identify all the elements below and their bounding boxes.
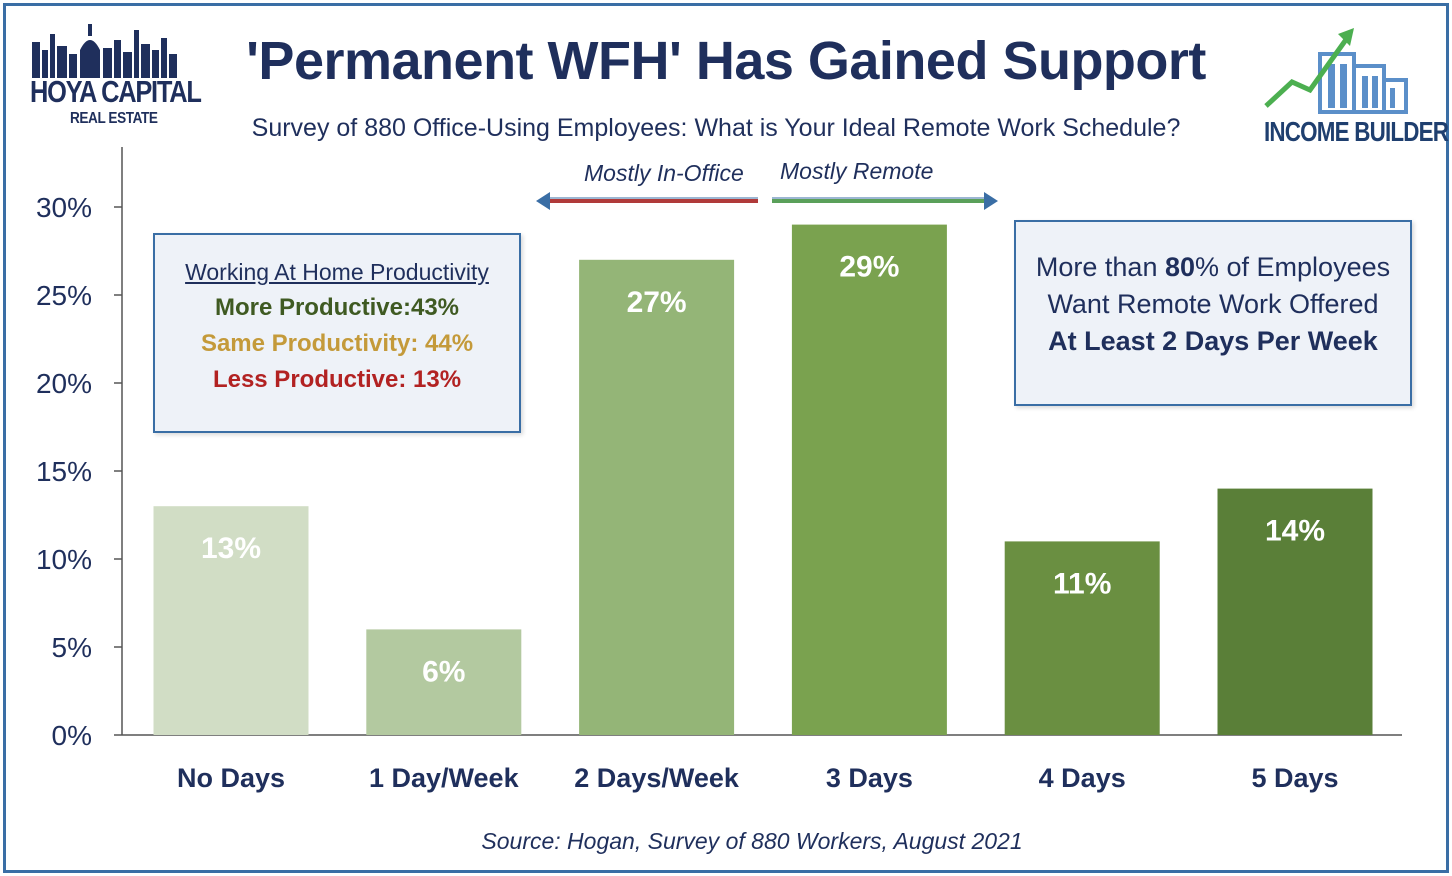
income-builder-logo: INCOME BUILDER [1262, 24, 1449, 154]
hoya-capital-logo: HOYA CAPITAL REAL ESTATE [18, 18, 202, 138]
arrow-label-remote: Mostly Remote [780, 158, 934, 184]
callout-line1-post: % of Employees [1195, 252, 1391, 282]
y-tick-label: 25% [36, 280, 92, 311]
bar-2 [579, 259, 735, 735]
x-tick-label-3: 3 Days [826, 763, 913, 793]
range-arrows [536, 192, 998, 210]
skyline-icon [32, 24, 177, 78]
y-tick-label: 15% [36, 456, 92, 487]
x-tick-label-0: No Days [177, 763, 285, 793]
source-note: Source: Hogan, Survey of 880 Workers, Au… [481, 828, 1023, 854]
logo-left-main: HOYA CAPITAL [30, 74, 202, 109]
data-label-0: 13% [201, 532, 261, 565]
data-label-4: 11% [1053, 567, 1111, 600]
y-tick-label: 5% [52, 632, 92, 663]
x-tick-label-4: 4 Days [1039, 763, 1126, 793]
data-label-1: 6% [422, 655, 465, 688]
y-tick-label: 0% [52, 720, 92, 751]
bar-5 [1217, 488, 1373, 735]
data-label-2: 27% [627, 286, 687, 319]
logo-left-sub: REAL ESTATE [70, 110, 158, 127]
remote-callout-box: More than 80% of Employees Want Remote W… [1014, 220, 1412, 406]
callout-line2: Want Remote Work Offered [1047, 289, 1379, 319]
bars-group [153, 224, 1373, 735]
data-label-5: 14% [1265, 515, 1325, 548]
productivity-same: Same Productivity: 44% [200, 330, 474, 357]
bar-1 [366, 629, 522, 735]
data-labels-group: 13% 6% 27% 29% 11% 14% [201, 251, 1325, 689]
y-axis: 0% 5% 10% 15% 20% 25% 30% [36, 147, 1402, 751]
chart-subtitle: Survey of 880 Office-Using Employees: Wh… [251, 114, 1181, 142]
callout-line1-pre: More than [1035, 252, 1165, 282]
x-tick-label-5: 5 Days [1251, 763, 1338, 793]
productivity-header: Working At Home Productivity [185, 259, 489, 285]
arrow-label-in-office: Mostly In-Office [584, 160, 744, 186]
arrow-remote-head [984, 192, 998, 210]
callout-line1: More than 80% of Employees [1016, 252, 1410, 283]
chart-title: 'Permanent WFH' Has Gained Support [246, 31, 1206, 91]
y-tick-label: 20% [36, 368, 92, 399]
y-tick-label: 30% [36, 192, 92, 223]
arrow-in-office-head [536, 192, 550, 210]
productivity-more: More Productive:43% [214, 294, 460, 321]
x-tick-label-1: 1 Day/Week [369, 763, 520, 793]
y-tick-label: 10% [36, 544, 92, 575]
x-tick-label-2: 2 Days/Week [574, 763, 740, 793]
data-label-3: 29% [839, 251, 899, 284]
x-tick-labels-group: No Days 1 Day/Week 2 Days/Week 3 Days 4 Days… [177, 763, 1339, 793]
callout-line3: At Least 2 Days Per Week [1048, 326, 1378, 356]
bar-3 [791, 224, 947, 735]
bar-0 [153, 506, 309, 735]
productivity-box: Working At Home Productivity More Produc… [153, 233, 521, 433]
logo-right-label: INCOME BUILDER [1264, 116, 1449, 147]
income-builder-icon [1264, 28, 1408, 114]
bar-4 [1004, 541, 1160, 735]
callout-line1-bold: 80 [1164, 252, 1196, 282]
productivity-less: Less Productive: 13% [212, 366, 462, 393]
